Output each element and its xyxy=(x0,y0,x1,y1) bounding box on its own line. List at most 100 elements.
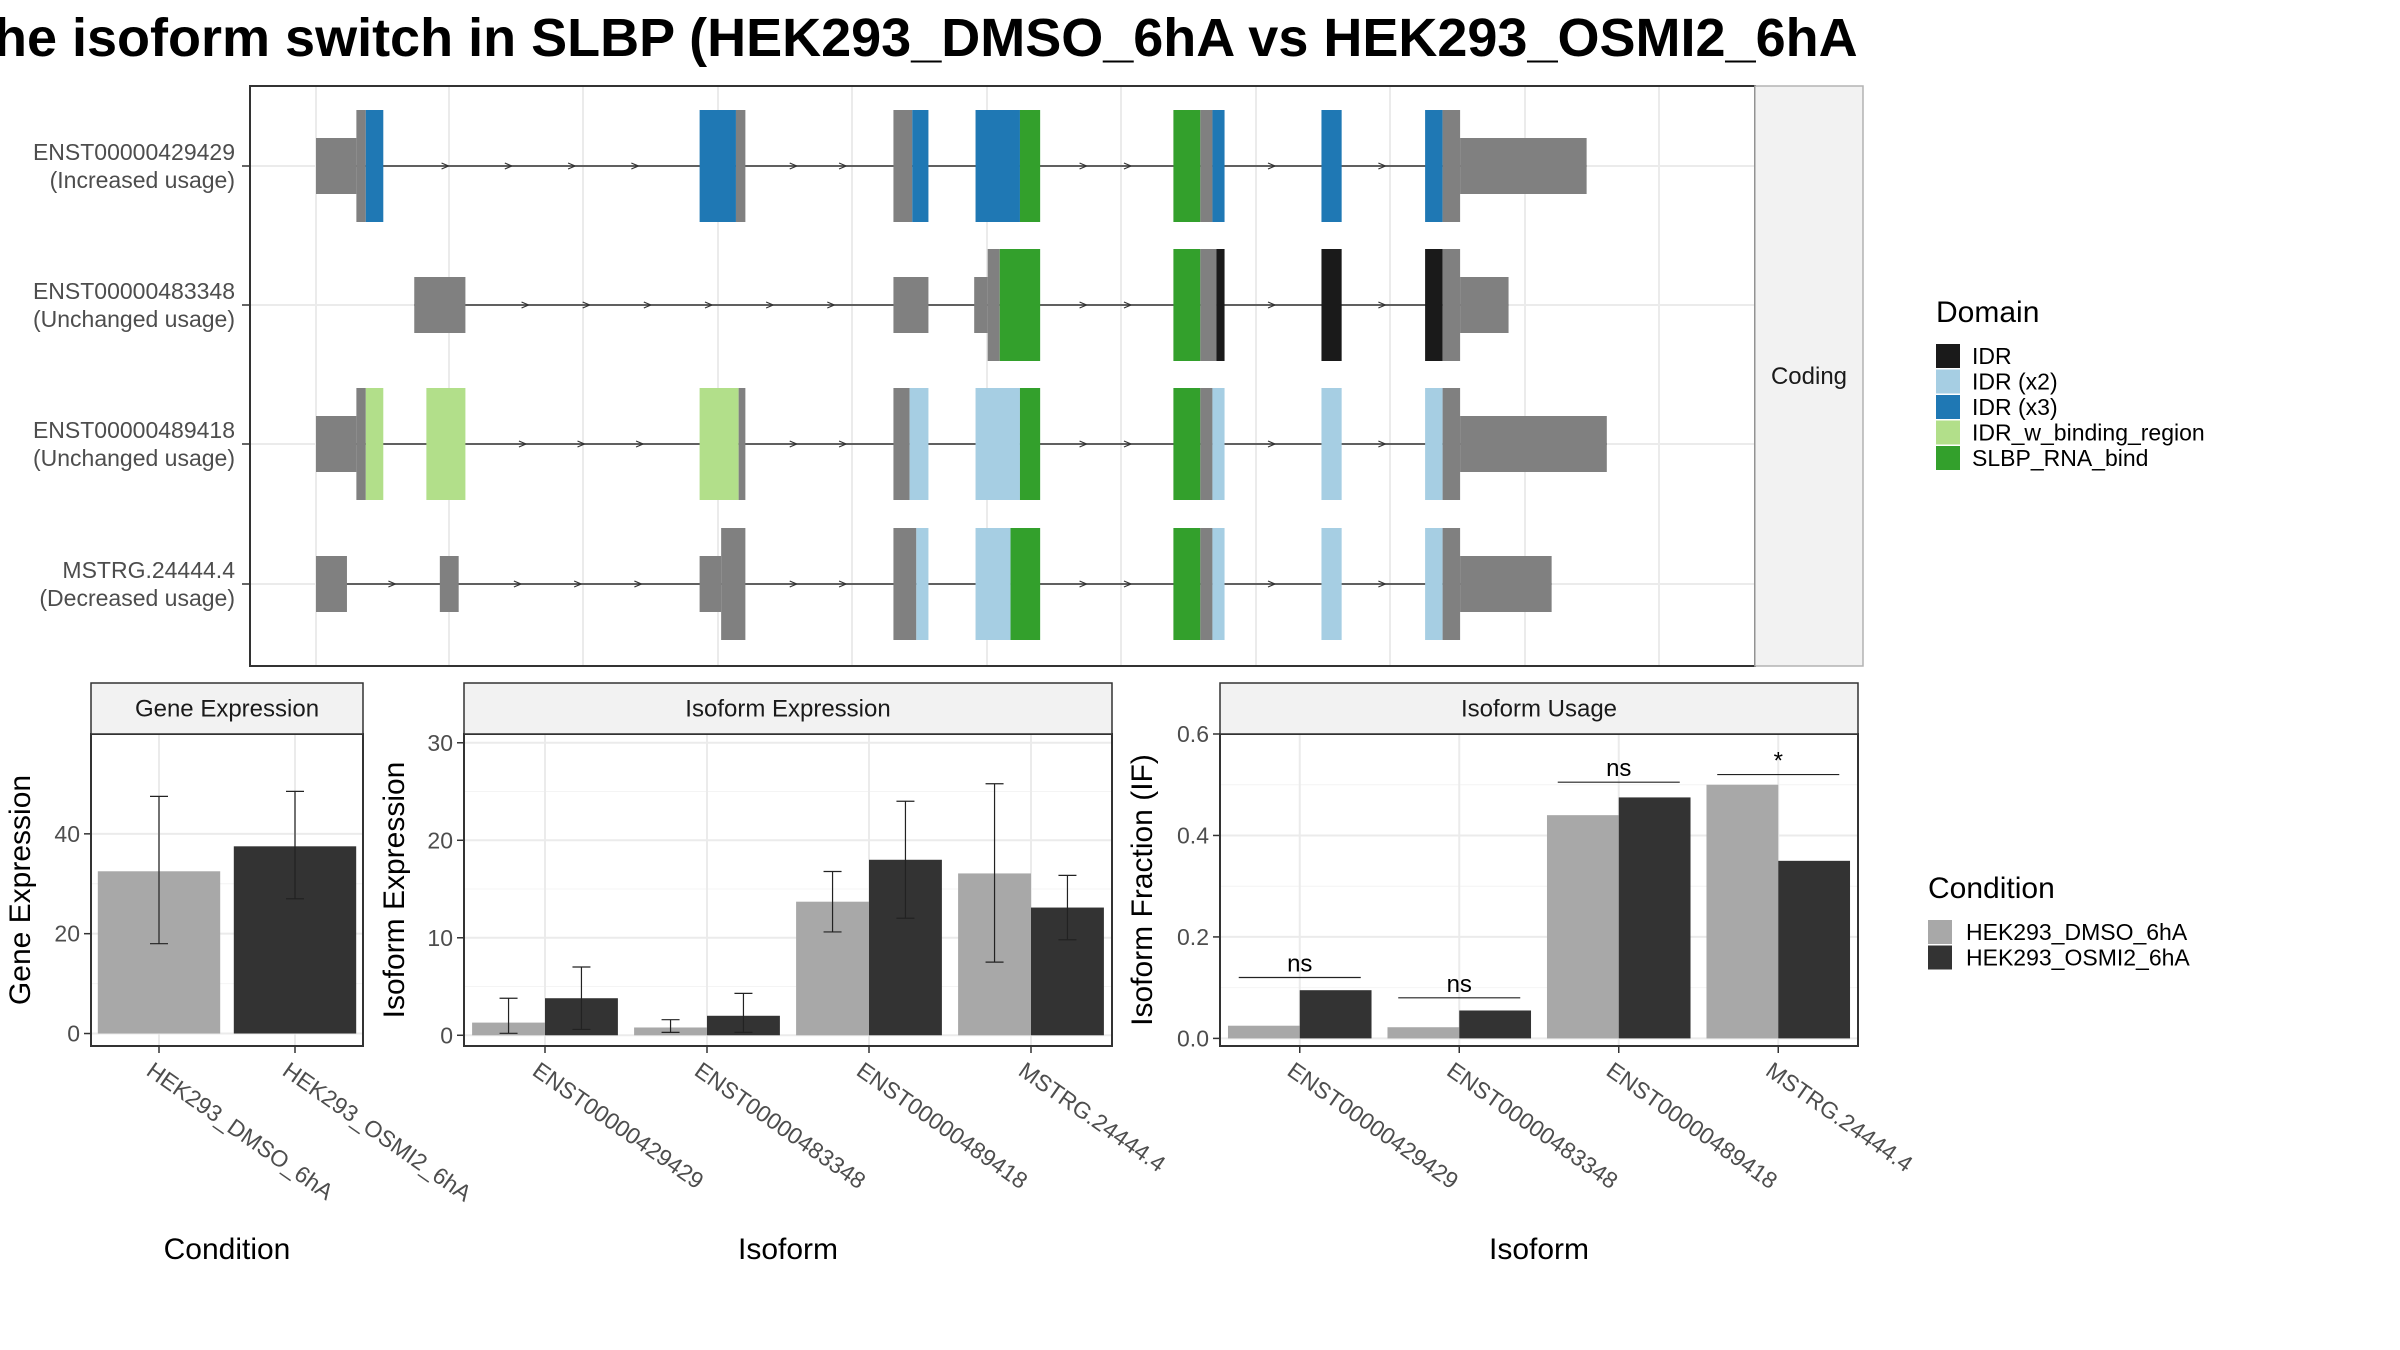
exon-segment xyxy=(1321,388,1342,500)
intron-arrow xyxy=(789,580,799,588)
exon-segment xyxy=(916,528,929,640)
exon-segment xyxy=(1212,528,1225,640)
intron-arrow xyxy=(634,580,643,588)
transcript-usage-label: (Unchanged usage) xyxy=(33,306,235,332)
exon-segment xyxy=(1216,249,1225,361)
condition-legend-key xyxy=(1928,945,1952,970)
intron-arrow xyxy=(1267,580,1277,588)
strip-title: Isoform Usage xyxy=(1461,696,1617,723)
intron-arrow xyxy=(765,301,775,309)
exon-segment xyxy=(738,388,746,500)
y-axis-title: Gene Expression xyxy=(4,775,37,1005)
bar xyxy=(1459,1010,1532,1039)
exon-segment xyxy=(1212,388,1225,500)
exon-segment xyxy=(439,556,459,612)
exon-segment xyxy=(1200,249,1217,361)
x-tick-label: MSTRG.24444.4 xyxy=(1014,1057,1170,1177)
bar xyxy=(1299,990,1372,1039)
isoform-usage-chart: ns ns ns * Isoform Usage 0.0 0.2 0.4 0.6 ENST0000… xyxy=(1126,682,1918,1266)
x-axis-title: Condition xyxy=(164,1233,291,1266)
figure-title: he isoform switch in SLBP (HEK293_DMSO_6… xyxy=(0,8,1858,68)
intron-arrow xyxy=(838,162,848,170)
transcript-usage-label: (Unchanged usage) xyxy=(33,445,235,471)
intron-arrow xyxy=(1079,440,1089,448)
exon-segment xyxy=(1200,388,1213,500)
exon-segment xyxy=(999,249,1041,361)
domain-legend-label: SLBP_RNA_bind xyxy=(1972,445,2148,471)
domain-legend-label: IDR_w_binding_region xyxy=(1972,420,2205,446)
exon-segment xyxy=(1425,110,1443,222)
domain-legend-key xyxy=(1936,395,1960,419)
intron-arrow xyxy=(635,440,645,448)
y-tick-label: 0.6 xyxy=(1177,721,1209,747)
exon-segment xyxy=(1321,110,1342,222)
intron-arrow xyxy=(838,440,848,448)
strip xyxy=(1219,682,1859,735)
y-tick-label: 30 xyxy=(427,730,453,756)
strip-title: Gene Expression xyxy=(135,696,319,723)
domain-legend-label: IDR (x2) xyxy=(1972,369,2058,395)
intron-arrow xyxy=(1378,301,1387,309)
intron-arrow xyxy=(1378,440,1387,448)
exon-segment xyxy=(893,277,929,333)
condition-legend-key xyxy=(1928,920,1952,944)
y-tick-label: 0.0 xyxy=(1177,1025,1209,1051)
intron-arrow xyxy=(577,440,587,448)
exon-segment xyxy=(1200,528,1213,640)
domain-legend-key xyxy=(1936,344,1960,368)
exon-segment xyxy=(1460,138,1587,194)
intron-arrow xyxy=(631,162,640,170)
intron-arrow xyxy=(504,162,514,170)
domain-legend-title: Domain xyxy=(1936,296,2039,329)
coding-strip xyxy=(1754,85,1864,667)
exon-segment xyxy=(699,388,739,500)
intron-arrow xyxy=(1123,580,1133,588)
domain-legend-key xyxy=(1936,369,1960,394)
transcript-name-label: ENST00000483348 xyxy=(33,278,235,304)
intron-arrow xyxy=(1378,580,1387,588)
intron-arrow xyxy=(582,301,592,309)
exon-segment xyxy=(975,110,1020,222)
x-tick-label: ENST00000429429 xyxy=(528,1057,708,1194)
exon-segment xyxy=(1425,388,1443,500)
exon-segment xyxy=(893,528,917,640)
exon-segment xyxy=(699,556,722,612)
exon-segment xyxy=(1321,528,1342,640)
y-tick-label: 20 xyxy=(54,921,80,947)
domain-legend-label: IDR xyxy=(1972,343,2012,369)
y-axis-title: Isoform Fraction (IF) xyxy=(1126,754,1159,1026)
y-tick-label: 0 xyxy=(67,1021,80,1047)
intron-arrow xyxy=(704,301,714,309)
exon-segment xyxy=(912,110,929,222)
bar xyxy=(1546,815,1619,1039)
transcript-name-label: ENST00000489418 xyxy=(33,417,235,443)
x-tick-label: ENST00000483348 xyxy=(690,1057,870,1194)
domain-legend-key xyxy=(1936,420,1960,445)
x-tick-label: ENST00000489418 xyxy=(1602,1057,1782,1194)
intron-arrow xyxy=(1123,162,1133,170)
exon-segment xyxy=(365,110,384,222)
exon-segment xyxy=(1425,528,1443,640)
strip xyxy=(90,682,364,735)
domain-legend-key xyxy=(1936,446,1960,470)
x-tick-label: ENST00000483348 xyxy=(1442,1057,1622,1194)
condition-legend-title: Condition xyxy=(1928,872,2055,905)
x-tick-label: MSTRG.24444.4 xyxy=(1761,1057,1917,1177)
exon-segment xyxy=(735,110,746,222)
bar xyxy=(1387,1027,1460,1039)
intron-arrow xyxy=(1123,440,1133,448)
significance-label: ns xyxy=(1447,971,1472,998)
exon-segment xyxy=(1173,110,1201,222)
exon-segment xyxy=(1460,556,1552,612)
bar xyxy=(1778,860,1851,1039)
intron-arrow xyxy=(518,440,528,448)
intron-arrow xyxy=(513,580,523,588)
exon-segment xyxy=(1019,110,1041,222)
intron-arrow xyxy=(521,301,531,309)
exon-segment xyxy=(365,388,384,500)
intron-arrow xyxy=(643,301,653,309)
bar xyxy=(1618,797,1691,1039)
intron-arrow xyxy=(1267,440,1277,448)
exon-segment xyxy=(316,138,357,194)
